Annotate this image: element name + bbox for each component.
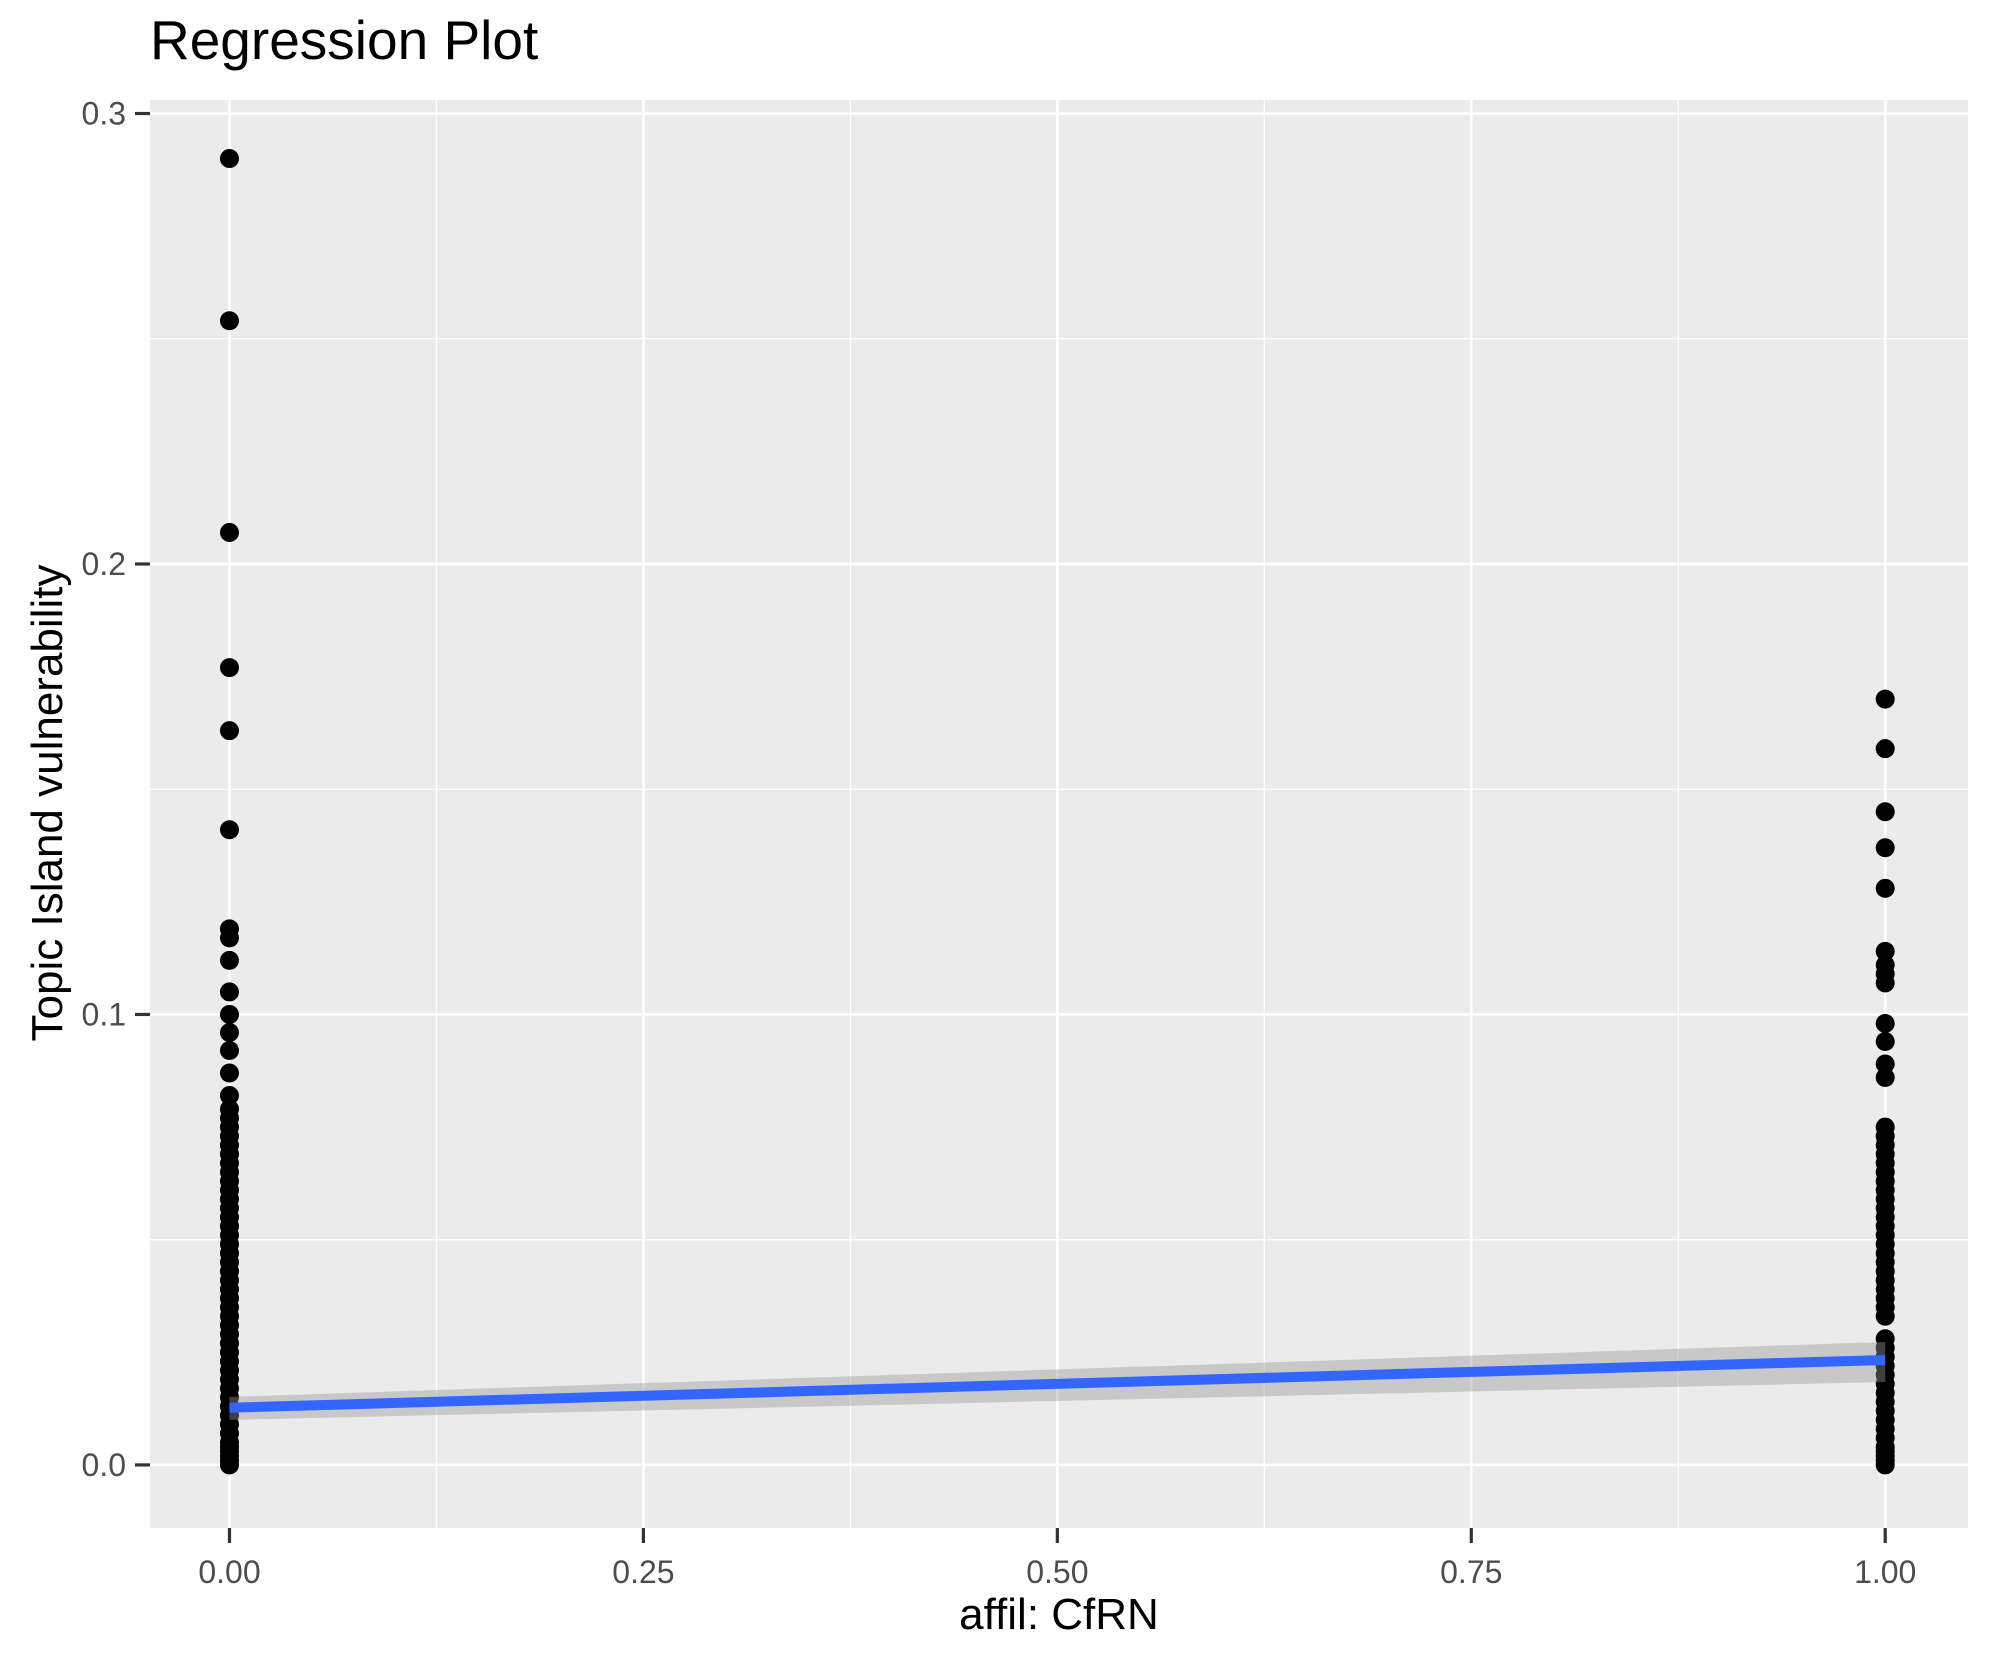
y-tick-label: 0.1 — [82, 996, 126, 1032]
data-point — [1875, 838, 1895, 858]
data-point — [219, 1086, 239, 1106]
plot-title: Regression Plot — [150, 9, 539, 71]
data-point — [219, 721, 239, 741]
x-tick-label: 0.50 — [1026, 1554, 1088, 1590]
plot-panel — [150, 100, 1968, 1528]
data-point — [1875, 941, 1895, 961]
regression-line — [229, 1354, 1886, 1413]
data-point — [219, 658, 239, 678]
data-point — [219, 982, 239, 1002]
data-point — [1875, 1068, 1895, 1088]
data-point — [219, 311, 239, 331]
x-tick-label: 0.00 — [198, 1554, 260, 1590]
x-tick-label: 1.00 — [1854, 1554, 1916, 1590]
data-point — [1875, 802, 1895, 822]
data-point — [1875, 1306, 1895, 1326]
data-point — [1875, 689, 1895, 709]
y-tick-label: 0.3 — [82, 96, 126, 132]
data-point — [1875, 1031, 1895, 1051]
data-point — [219, 928, 239, 948]
data-point — [219, 149, 239, 169]
data-point — [219, 1004, 239, 1024]
x-tick-label: 0.75 — [1440, 1554, 1502, 1590]
data-point — [219, 820, 239, 840]
data-point — [219, 522, 239, 542]
x-axis-title: affil: CfRN — [959, 1590, 1159, 1639]
data-point — [1875, 1054, 1895, 1074]
y-tick-label: 0.0 — [82, 1447, 126, 1483]
y-tick-label: 0.2 — [82, 546, 126, 582]
x-tick-label: 0.25 — [612, 1554, 674, 1590]
data-point — [219, 1063, 239, 1083]
data-point — [1875, 1455, 1895, 1475]
data-point — [219, 1040, 239, 1060]
data-point — [1875, 878, 1895, 898]
data-point — [219, 950, 239, 970]
data-point — [219, 1455, 239, 1475]
data-point — [219, 1022, 239, 1042]
data-point — [1875, 1013, 1895, 1033]
data-point — [1875, 973, 1895, 993]
y-axis-title: Topic Island vulnerability — [23, 564, 72, 1042]
data-point — [1875, 739, 1895, 759]
